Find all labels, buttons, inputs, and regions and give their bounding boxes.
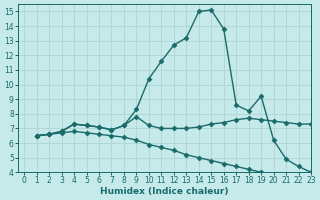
X-axis label: Humidex (Indice chaleur): Humidex (Indice chaleur) — [100, 187, 229, 196]
